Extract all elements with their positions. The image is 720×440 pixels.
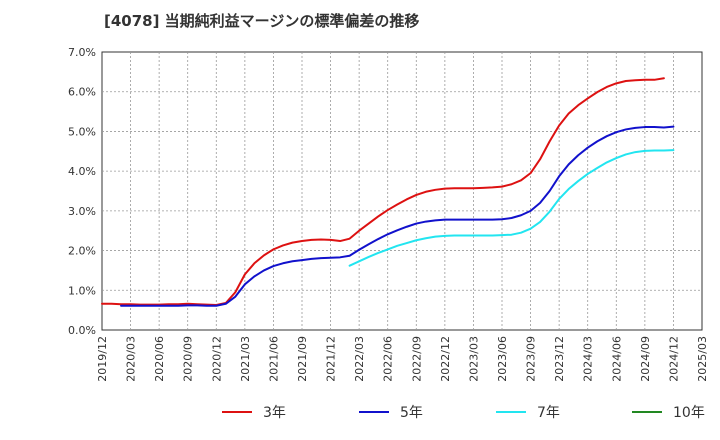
x-tick-label: 2021/12 [325, 336, 338, 382]
series-layer [101, 77, 675, 307]
series-line-5年 [120, 125, 675, 307]
axis-layer: 0.0% 1.0% 2.0% 3.0% 4.0% 5.0% 6.0% 7.0% 2019/12 2… [68, 46, 709, 382]
y-tick-label: 3.0% [68, 205, 96, 218]
plot-area [101, 51, 703, 331]
x-tick-label: 2024/06 [610, 336, 623, 382]
x-tick-label: 2020/03 [125, 336, 138, 382]
legend: 3年 5年 7年 10年 [222, 405, 705, 421]
x-tick-label: 2022/06 [382, 336, 395, 382]
x-tick-label: 2022/09 [410, 336, 423, 382]
x-tick-label: 2020/06 [153, 336, 166, 382]
x-tick-label: 2022/03 [353, 336, 366, 382]
grid-layer [102, 52, 702, 330]
legend-label: 7年 [537, 405, 560, 421]
x-tick-label: 2024/12 [667, 336, 680, 382]
series-line-3年 [101, 77, 665, 306]
x-tick-label: 2021/06 [267, 336, 280, 382]
x-tick-label: 2021/09 [296, 336, 309, 382]
legend-label: 3年 [263, 405, 286, 421]
x-tick-label: 2019/12 [96, 336, 109, 382]
x-tick-label: 2023/03 [467, 336, 480, 382]
legend-label: 5年 [400, 405, 423, 421]
x-tick-label: 2023/12 [553, 336, 566, 382]
x-tick-label: 2025/03 [696, 336, 709, 382]
x-tick-label: 2022/12 [439, 336, 452, 382]
y-tick-label: 5.0% [68, 125, 96, 138]
y-tick-label: 2.0% [68, 245, 96, 258]
x-tick-label: 2020/09 [182, 336, 195, 382]
series-line-7年 [348, 149, 675, 267]
legend-label: 10年 [673, 405, 705, 421]
x-tick-label: 2021/03 [239, 336, 252, 382]
y-tick-label: 6.0% [68, 86, 96, 99]
x-tick-label: 2024/09 [639, 336, 652, 382]
x-tick-label: 2020/12 [210, 336, 223, 382]
x-tick-label: 2023/06 [496, 336, 509, 382]
x-tick-label: 2023/09 [525, 336, 538, 382]
x-tick-label: 2024/03 [582, 336, 595, 382]
y-tick-label: 7.0% [68, 46, 96, 59]
y-tick-label: 4.0% [68, 165, 96, 178]
y-tick-label: 0.0% [68, 324, 96, 337]
chart-title: [4078] 当期純利益マージンの標準偏差の推移 [104, 12, 420, 30]
y-tick-label: 1.0% [68, 284, 96, 297]
